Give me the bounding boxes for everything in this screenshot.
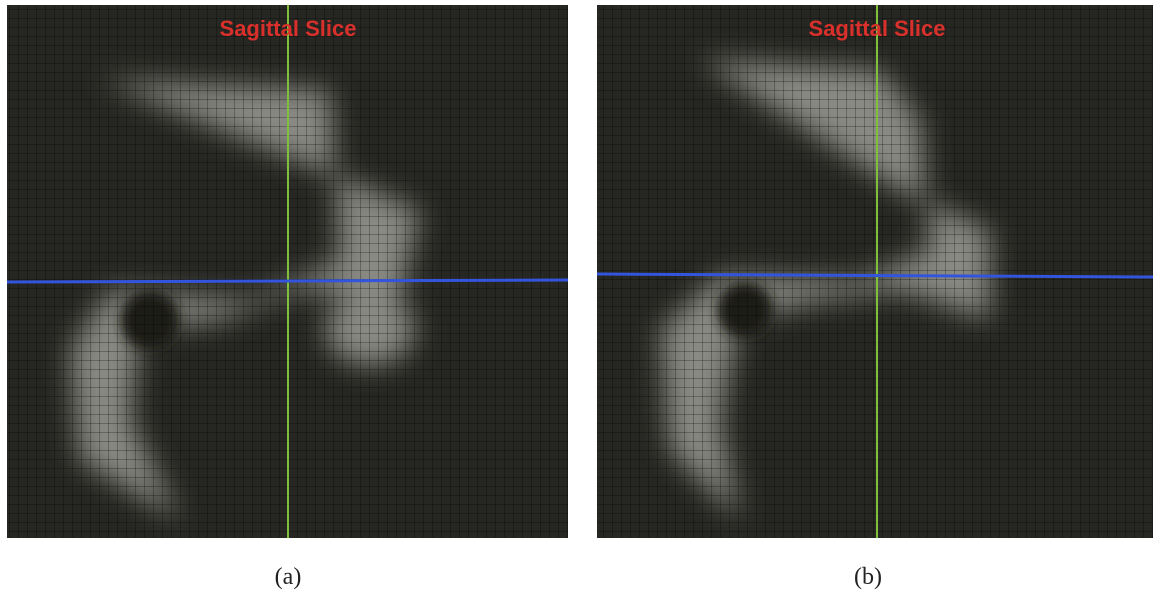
panel-b: Sagittal Slice xyxy=(597,5,1153,538)
caption: (a) xyxy=(275,564,302,590)
panel-title: Sagittal Slice xyxy=(809,16,946,41)
crosshair-h xyxy=(7,280,568,282)
texture xyxy=(597,5,1153,538)
panel-title: Sagittal Slice xyxy=(220,16,357,41)
caption: (b) xyxy=(854,564,882,590)
panel-a: Sagittal Slice xyxy=(7,5,568,538)
figure: Sagittal Slice Sagittal Slice (a) (b) xyxy=(0,0,1153,598)
